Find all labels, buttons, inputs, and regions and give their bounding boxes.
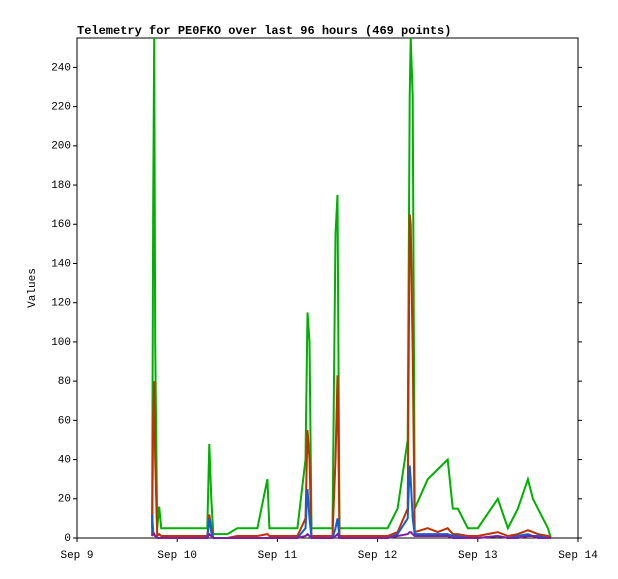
- y-tick-label: 160: [51, 219, 71, 231]
- x-tick-label: Sep 10: [157, 550, 197, 562]
- y-tick-label: 60: [58, 415, 71, 427]
- y-tick-label: 120: [51, 298, 71, 310]
- y-tick-label: 20: [58, 494, 71, 506]
- series-line: [151, 531, 551, 539]
- y-tick-label: 100: [51, 337, 71, 349]
- x-tick-label: Sep 12: [358, 550, 398, 562]
- y-tick-label: 140: [51, 258, 71, 270]
- y-tick-label: 220: [51, 102, 71, 114]
- x-tick-label: Sep 13: [458, 550, 498, 562]
- y-tick-label: 200: [51, 141, 71, 153]
- x-tick-label: Sep 14: [558, 550, 598, 562]
- y-tick-label: 0: [64, 533, 71, 545]
- y-tick-label: 180: [51, 180, 71, 192]
- y-tick-label: 80: [58, 376, 71, 388]
- y-axis-label: Values: [27, 268, 39, 308]
- y-tick-label: 240: [51, 62, 71, 74]
- x-tick-label: Sep 11: [258, 550, 298, 562]
- x-tick-label: Sep 9: [60, 550, 93, 562]
- series-line: [151, 37, 552, 539]
- chart-title: Telemetry for PE0FKO over last 96 hours …: [77, 24, 451, 38]
- y-tick-label: 40: [58, 454, 71, 466]
